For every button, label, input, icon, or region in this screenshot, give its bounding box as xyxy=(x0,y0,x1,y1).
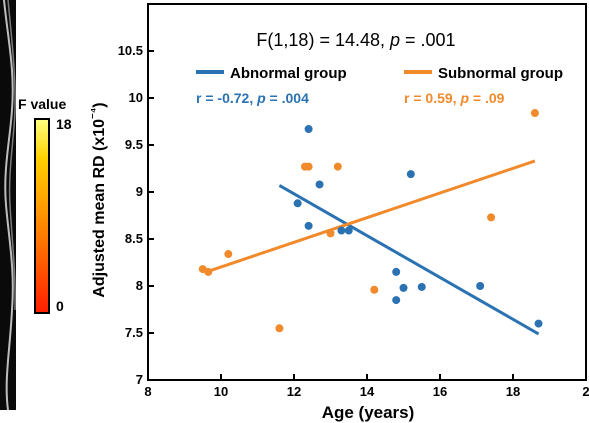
legend-subnormal-group-label: Subnormal group xyxy=(438,65,563,82)
y-tick-label: 9 xyxy=(136,184,143,199)
x-tick-label: 2 xyxy=(582,384,589,399)
colorbar-min-label: 0 xyxy=(56,298,64,314)
y-tick-label: 9.5 xyxy=(125,137,143,152)
y-tick-label: 10.5 xyxy=(118,43,143,58)
abnormal-group-point xyxy=(293,199,302,208)
chart-title: F(1,18) = 14.48, p = .001 xyxy=(256,30,455,50)
colorbar: F value 18 0 xyxy=(18,96,78,326)
abnormal-group-point xyxy=(399,283,408,292)
subnormal-group-point xyxy=(487,213,496,222)
subnormal-group-point xyxy=(326,229,335,238)
y-tick-label: 8.5 xyxy=(125,231,143,246)
legend-subnormal-group-stat: r = 0.59, p = .09 xyxy=(404,90,505,106)
x-axis-label: Age (years) xyxy=(322,403,415,422)
x-tick-label: 18 xyxy=(506,384,520,399)
abnormal-group-fit-line xyxy=(278,184,540,336)
axes: 8 10 12 14 16 18 2 7 7.5 8 8.5 9 9.5 10 10.5 xyxy=(118,43,589,399)
subnormal-group-fit-line xyxy=(205,159,536,274)
legend-abnormal-group-stat: r = -0.72, p = .004 xyxy=(196,90,309,106)
fit-lines xyxy=(205,159,540,336)
abnormal-group-point xyxy=(337,226,346,235)
x-tick-label: 10 xyxy=(214,384,228,399)
abnormal-group-point xyxy=(315,180,324,189)
y-tick-label: 7 xyxy=(136,372,143,387)
x-tick-label: 12 xyxy=(287,384,301,399)
abnormal-group-point xyxy=(344,226,353,235)
subnormal-group-point xyxy=(530,109,539,118)
colorbar-title: F value xyxy=(18,96,67,112)
x-tick-label: 8 xyxy=(144,384,151,399)
x-tick-label: 14 xyxy=(360,384,375,399)
y-tick-label: 8 xyxy=(136,278,143,293)
abnormal-group-point xyxy=(534,319,543,328)
data-points xyxy=(198,109,543,333)
abnormal-group-point xyxy=(304,125,313,134)
abnormal-group-point xyxy=(304,221,313,230)
subnormal-group-point xyxy=(224,250,233,259)
brain-image-strip xyxy=(0,0,16,410)
subnormal-group-point xyxy=(304,162,313,171)
legend: Abnormal group r = -0.72, p = .004 Subnorm… xyxy=(196,65,563,106)
abnormal-group-point xyxy=(406,170,415,179)
y-tick-label: 7.5 xyxy=(125,325,143,340)
x-tick-label: 16 xyxy=(433,384,447,399)
colorbar-gradient xyxy=(34,118,50,314)
abnormal-group-point xyxy=(392,267,401,276)
subnormal-group-point xyxy=(333,162,342,171)
y-tick-label: 10 xyxy=(129,90,143,105)
subnormal-group-point xyxy=(204,267,213,276)
legend-abnormal-group-label: Abnormal group xyxy=(230,65,347,82)
abnormal-group-point xyxy=(392,296,401,305)
subnormal-group-point xyxy=(370,285,379,294)
subnormal-group-point xyxy=(275,324,284,333)
abnormal-group-point xyxy=(417,282,426,291)
abnormal-group-point xyxy=(476,282,485,290)
y-axis-label: Adjusted mean RD (x10⁻⁴) xyxy=(89,102,108,297)
brain-outline-graphic xyxy=(3,0,16,410)
colorbar-max-label: 18 xyxy=(56,116,72,132)
